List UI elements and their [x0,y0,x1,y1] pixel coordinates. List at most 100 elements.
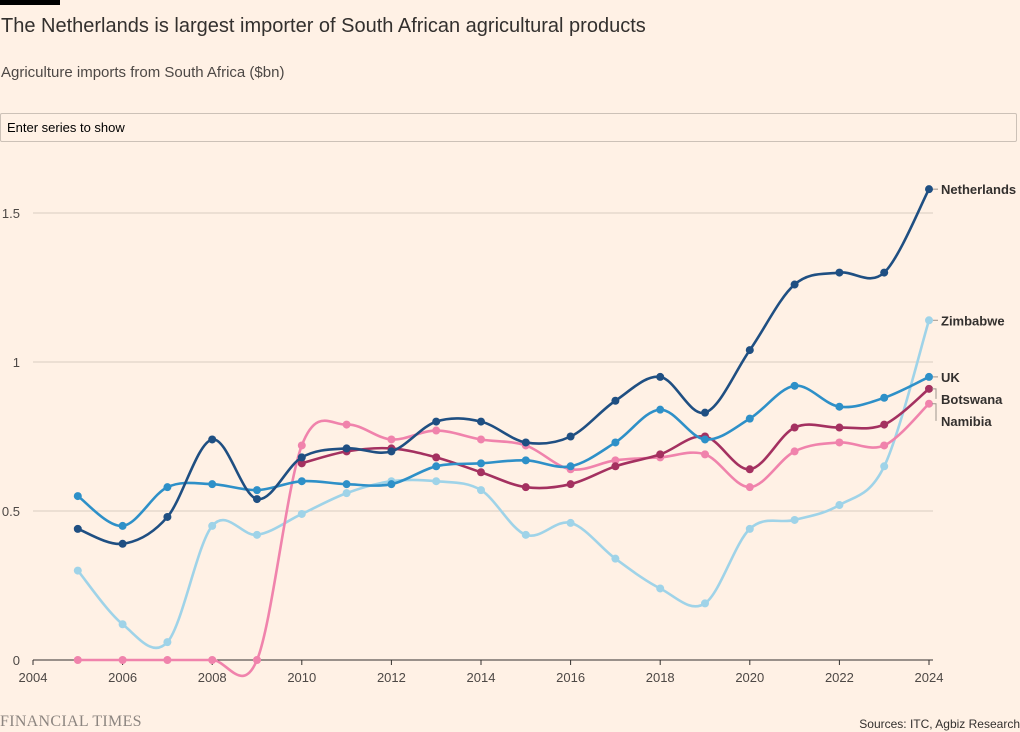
data-point-uk [566,462,575,471]
series-line-uk [76,375,931,528]
x-tick-label: 2014 [467,670,496,685]
series-labels: Netherlands Zimbabwe UK Botswana Namibia [932,182,1016,429]
data-point-namibia [701,450,709,459]
data-point-namibia [73,656,82,664]
data-point-uk [701,435,709,444]
data-point-namibia [118,656,127,664]
data-point-zimbabwe [566,518,575,527]
series-line-netherlands [76,187,931,546]
line-chart: 2004 2006 2008 2010 2012 2014 2016 2018 2020 2022… [2,182,1016,685]
data-point-uk [656,405,665,414]
data-point-zimbabwe [656,584,665,593]
series-label-netherlands: Netherlands [941,182,1016,197]
series-label-uk: UK [941,370,960,385]
data-point-netherlands [253,495,261,504]
data-point-zimbabwe [163,638,172,647]
data-point-zimbabwe [253,530,261,539]
data-point-botswana [566,480,575,489]
chart-subtitle: Agriculture imports from South Africa ($… [1,64,285,81]
data-point-zimbabwe [521,530,530,539]
data-point-uk [297,477,306,486]
data-point-namibia [745,483,754,492]
data-point-zimbabwe [745,524,754,533]
data-point-netherlands [477,417,485,426]
data-point-zimbabwe [432,477,441,486]
data-point-namibia [835,438,844,447]
data-point-uk [73,492,82,501]
x-tick-label: 2004 [19,670,48,685]
data-point-uk [118,521,127,530]
y-axis: 0 0.5 1 1.5 [2,206,20,668]
data-point-botswana [745,465,754,474]
data-point-namibia [387,435,396,444]
data-point-netherlands [163,512,172,521]
x-tick-label: 2024 [915,670,944,685]
data-point-namibia [253,656,261,664]
data-point-netherlands [208,435,217,444]
data-point-uk [208,480,217,489]
data-point-netherlands [432,417,441,426]
data-point-netherlands [387,447,396,456]
series-label-namibia: Namibia [941,414,992,429]
data-point-netherlands [701,408,709,417]
data-point-botswana [477,468,485,477]
data-point-botswana [656,450,665,459]
x-tick-label: 2016 [556,670,585,685]
data-point-uk [835,402,844,411]
data-point-namibia [163,656,172,664]
data-point-zimbabwe [118,620,127,629]
data-point-netherlands [297,453,306,462]
data-point-netherlands [656,372,665,381]
data-point-netherlands [342,444,351,453]
series-netherlands [73,185,933,548]
data-point-uk [745,414,754,423]
ft-top-bar [0,0,60,5]
label-leader [932,388,937,399]
data-point-zimbabwe [611,554,620,563]
data-point-uk [163,483,172,492]
data-point-uk [477,459,485,468]
x-tick-label: 2018 [646,670,675,685]
data-point-namibia [880,441,889,450]
data-point-namibia [925,399,933,408]
y-tick-label: 0 [13,653,20,668]
series-lines [73,185,933,678]
data-point-namibia [297,441,306,450]
y-tick-label: 1 [13,355,20,370]
data-point-netherlands [611,396,620,405]
data-point-zimbabwe [925,316,933,325]
data-point-zimbabwe [790,515,799,524]
data-point-uk [342,480,351,489]
x-tick-label: 2008 [198,670,227,685]
data-point-netherlands [880,268,889,277]
data-point-zimbabwe [73,566,82,575]
data-point-zimbabwe [477,486,485,495]
data-point-uk [387,480,396,489]
data-point-netherlands [566,432,575,441]
y-tick-label: 0.5 [2,504,20,519]
x-axis: 2004 2006 2008 2010 2012 2014 2016 2018 2020 2022… [19,659,944,685]
data-point-zimbabwe [342,489,351,498]
gridlines [33,212,933,512]
data-point-namibia [790,447,799,456]
data-point-botswana [835,423,844,432]
data-point-zimbabwe [880,462,889,471]
data-point-namibia [432,426,441,435]
data-point-botswana [432,453,441,462]
data-point-uk [253,486,261,495]
series-filter-input[interactable] [0,113,1017,142]
series-label-botswana: Botswana [941,392,1003,407]
data-point-zimbabwe [701,599,709,608]
data-point-uk [880,393,889,402]
data-point-uk [432,462,441,471]
data-point-namibia [477,435,485,444]
data-point-uk [925,372,933,381]
data-point-namibia [208,656,217,664]
chart-title: The Netherlands is largest importer of S… [1,15,646,37]
series-label-zimbabwe: Zimbabwe [941,313,1005,328]
data-point-botswana [297,459,306,468]
ft-logo: FINANCIAL TIMES [0,713,142,730]
data-point-namibia [611,456,620,465]
data-point-botswana [925,384,933,393]
x-tick-label: 2006 [108,670,137,685]
